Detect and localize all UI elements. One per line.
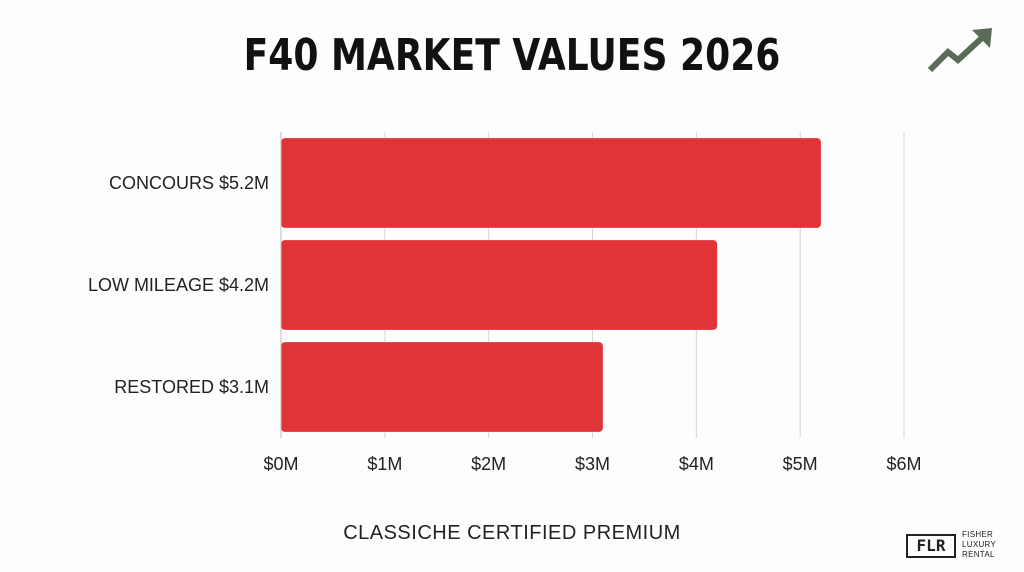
x-tick-label: $3M bbox=[575, 454, 610, 474]
category-label: RESTORED $3.1M bbox=[114, 377, 269, 397]
logo-line-2: LUXURY bbox=[962, 540, 997, 549]
x-tick-label: $0M bbox=[263, 454, 298, 474]
footer-caption: CLASSICHE CERTIFIED PREMIUM bbox=[343, 522, 681, 544]
x-tick-label: $2M bbox=[471, 454, 506, 474]
logo-line-1: FISHER bbox=[962, 530, 994, 539]
logo-mark: FLR bbox=[906, 534, 956, 558]
brand-logo: FLR FISHER LUXURY RENTAL bbox=[906, 528, 1016, 564]
chart-title: F40 MARKET VALUES 2026 bbox=[243, 30, 781, 81]
bar bbox=[281, 342, 603, 432]
bar bbox=[281, 240, 718, 330]
x-tick-label: $6M bbox=[886, 454, 921, 474]
x-tick-label: $4M bbox=[679, 454, 714, 474]
x-tick-label: $5M bbox=[783, 454, 818, 474]
category-label: LOW MILEAGE $4.2M bbox=[88, 275, 269, 295]
logo-line-3: RENTAL bbox=[962, 550, 995, 559]
category-label: CONCOURS $5.2M bbox=[109, 173, 269, 193]
x-tick-label: $1M bbox=[367, 454, 402, 474]
bar bbox=[281, 138, 821, 228]
logo-text: FISHER LUXURY RENTAL bbox=[962, 530, 1016, 560]
trend-up-arrow-icon bbox=[927, 28, 992, 73]
